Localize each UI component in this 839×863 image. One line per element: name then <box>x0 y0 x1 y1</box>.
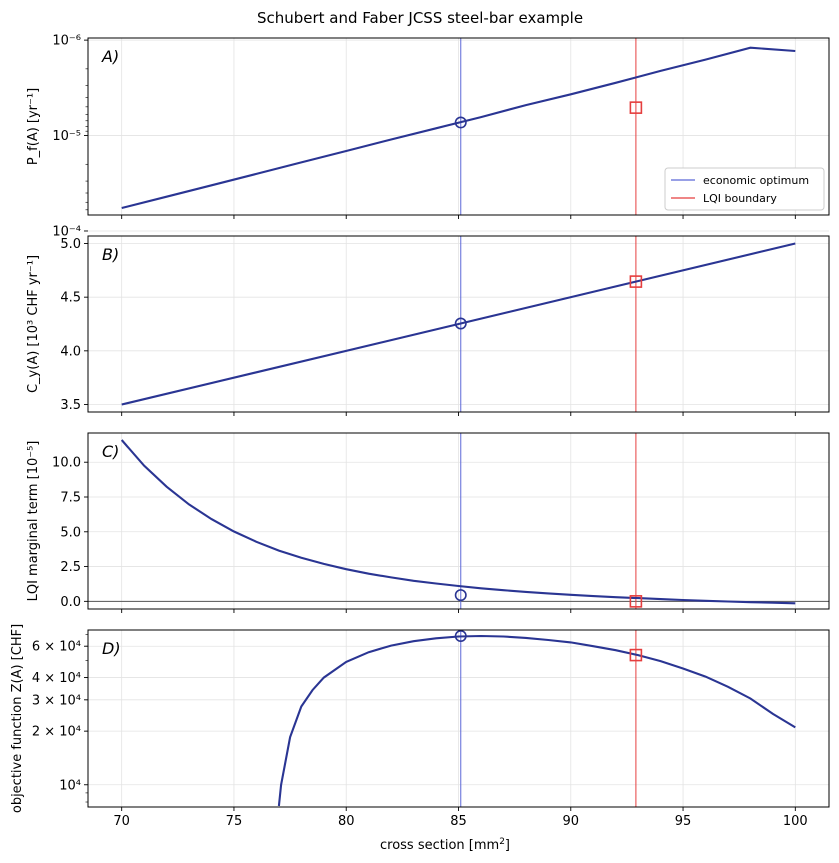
y-tick-label: 10.0 <box>52 456 81 471</box>
panel-label: B) <box>102 245 119 264</box>
y-tick-label: 3.5 <box>60 398 81 413</box>
x-tick-label: 70 <box>113 814 130 829</box>
x-tick-label: 85 <box>450 814 467 829</box>
x-axis-label: cross section [mm2] <box>380 837 510 853</box>
panel-label: D) <box>102 639 121 658</box>
y-tick-label: 10⁻⁵ <box>52 129 81 144</box>
legend-entry-lqi: LQI boundary <box>703 192 777 205</box>
y-tick-label: 0.0 <box>60 595 81 610</box>
panel-A: 10⁻⁶ 10⁻⁵ 10⁻⁴ A) P_f(A) [yr⁻¹] <box>26 34 830 239</box>
x-tick-label: 80 <box>338 814 355 829</box>
panel-B: 3.5 4.0 4.5 5.0 B) C_y(A) [10³ CHF yr⁻¹] <box>26 235 830 416</box>
series-line <box>121 46 796 210</box>
y-tick-label: 4 × 10⁴ <box>32 671 81 686</box>
y-axis-label: C_y(A) [10³ CHF yr⁻¹] <box>26 255 41 393</box>
panel-label: C) <box>102 442 119 461</box>
y-tick-label: 6 × 10⁴ <box>32 640 81 655</box>
lqi-marker <box>629 275 643 288</box>
panels: 10⁻⁶ 10⁻⁵ 10⁻⁴ A) P_f(A) [yr⁻¹] 3.5 4.0 4.5 5.0 B… <box>10 34 830 829</box>
panel-D: 70 75 80 85 90 95 100 10⁴ 2 × 10⁴ 3 × 10⁴ 4 × 10⁴ 6… <box>10 624 830 829</box>
lqi-marker <box>629 595 643 608</box>
lqi-marker <box>629 648 643 662</box>
optimum-marker <box>454 116 467 129</box>
y-tick-label: 2.5 <box>60 560 81 575</box>
y-tick-label: 7.5 <box>60 491 81 506</box>
panel-C: 0.0 2.5 5.0 7.5 10.0 C) LQI marginal term [10⁻… <box>26 432 830 613</box>
y-tick-label: 10⁻⁶ <box>52 34 81 49</box>
y-axis-label: objective function Z(A) [CHF] <box>10 624 25 813</box>
optimum-marker <box>454 589 467 602</box>
optimum-marker <box>454 629 467 642</box>
y-tick-label: 10⁻⁴ <box>52 224 81 239</box>
x-tick-label: 90 <box>562 814 579 829</box>
x-tick-label: 95 <box>675 814 692 829</box>
y-axis-label: LQI marginal term [10⁻⁵] <box>26 441 41 602</box>
y-tick-label: 4.5 <box>60 291 81 306</box>
y-axis-label: P_f(A) [yr⁻¹] <box>26 88 41 165</box>
y-tick-label: 3 × 10⁴ <box>32 693 81 708</box>
legend-box <box>664 167 825 211</box>
y-tick-label: 5.0 <box>60 525 81 540</box>
lqi-marker <box>629 101 643 114</box>
legend: economic optimum LQI boundary <box>664 167 825 211</box>
x-tick-label: 75 <box>226 814 243 829</box>
panel-label: A) <box>101 47 119 66</box>
y-tick-label: 4.0 <box>60 344 81 359</box>
series-line <box>121 242 796 406</box>
x-tick-label: 100 <box>783 814 808 829</box>
chart-title: Schubert and Faber JCSS steel-bar exampl… <box>257 9 583 27</box>
y-tick-label: 2 × 10⁴ <box>32 725 81 740</box>
legend-entry-economic: economic optimum <box>703 174 809 187</box>
y-tick-label: 5.0 <box>60 237 81 252</box>
series-line <box>120 439 796 605</box>
y-tick-label: 10⁴ <box>59 778 81 793</box>
series-line <box>277 634 796 807</box>
optimum-marker <box>454 317 467 330</box>
